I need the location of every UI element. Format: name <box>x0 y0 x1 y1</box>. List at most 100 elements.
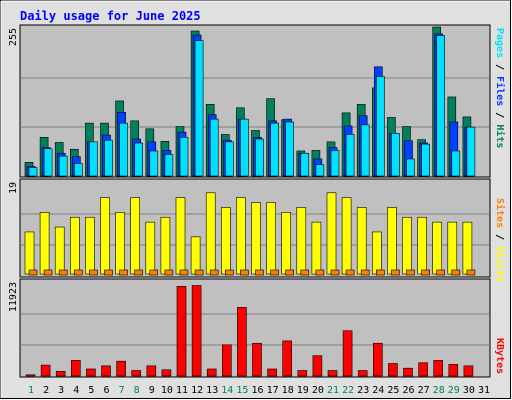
pages-bar <box>134 142 143 177</box>
visits-bar <box>70 216 80 275</box>
kbytes-bar <box>131 370 141 377</box>
x-tick-label: 24 <box>372 385 384 396</box>
sites-bar <box>119 269 128 276</box>
pages-bar <box>149 150 159 177</box>
x-tick-label: 7 <box>119 385 125 396</box>
pages-bar <box>164 154 174 177</box>
sites-bar <box>43 269 53 276</box>
visits-bar <box>236 197 246 275</box>
pages-bar <box>330 150 340 177</box>
kbytes-bar <box>418 362 428 377</box>
kbytes-bar <box>25 374 36 377</box>
kbytes-bar <box>448 363 459 377</box>
x-tick-label: 16 <box>251 385 263 396</box>
sites-bar <box>28 269 38 276</box>
kbytes-bar <box>191 285 202 377</box>
sites-bar <box>74 269 83 276</box>
kbytes-bar <box>282 340 293 377</box>
visits-bar <box>311 221 322 275</box>
visits-bar <box>130 197 140 275</box>
kbytes-bar <box>327 370 338 377</box>
sites-bar <box>345 269 355 276</box>
x-tick-label: 6 <box>103 385 109 396</box>
pages-bar <box>285 121 295 177</box>
sites-bar <box>104 269 113 276</box>
visits-bar <box>115 212 125 275</box>
legend-pages: Pages <box>494 28 505 58</box>
legend-hits: Hits <box>494 124 506 148</box>
pages-bar <box>466 126 476 177</box>
visits-bar <box>371 231 382 275</box>
kbytes-bar <box>206 368 217 377</box>
pages-bar <box>43 148 53 177</box>
pages-bar <box>225 141 234 177</box>
visits-bar <box>160 216 171 275</box>
kbytes-bar <box>101 365 111 377</box>
legend-text: Sites / Visits <box>494 198 506 282</box>
sites-bar <box>406 269 415 276</box>
x-tick-label: 12 <box>191 385 203 396</box>
visits-bar <box>356 207 367 275</box>
x-tick-label: 10 <box>161 385 173 396</box>
x-tick-label: 26 <box>402 385 414 396</box>
pages-bar <box>255 138 264 177</box>
x-tick-label: 13 <box>206 385 218 396</box>
kbytes-bar <box>312 355 323 377</box>
x-tick-label: 5 <box>88 385 94 396</box>
sites-bar <box>360 269 370 276</box>
sites-bar <box>209 269 219 276</box>
x-tick-label: 28 <box>433 385 445 396</box>
visits-bar <box>417 216 427 275</box>
sites-bar <box>179 269 189 276</box>
kbytes-bar <box>357 370 368 377</box>
visits-bar <box>341 197 352 275</box>
kbytes-bar <box>55 371 66 377</box>
visits-bar <box>85 216 95 275</box>
kbytes-bar <box>116 360 126 377</box>
visits-bar <box>387 207 397 275</box>
x-tick-label: 8 <box>134 385 140 396</box>
kbytes-bar <box>372 342 383 377</box>
kbytes-bar <box>252 342 262 377</box>
pages-bar <box>74 163 83 177</box>
pages-bar <box>345 134 355 177</box>
pages-bar <box>58 155 68 177</box>
x-tick-label: 3 <box>58 385 64 396</box>
x-tick-label: 18 <box>282 385 294 396</box>
visits-bar <box>221 207 231 275</box>
legend-separator: / <box>494 58 505 76</box>
sites-bar <box>134 269 143 276</box>
pages-bar <box>240 118 249 177</box>
kbytes-bar <box>222 344 232 377</box>
kbytes-bar <box>403 367 413 377</box>
x-tick-label: 22 <box>342 385 354 396</box>
sites-bar <box>194 269 204 276</box>
legend-visits: Visits <box>494 246 506 282</box>
sites-bar <box>270 269 279 276</box>
legend-kbytes: KBytes <box>494 338 505 374</box>
x-tick-label: 1 <box>28 385 34 396</box>
pages-bar <box>375 76 385 177</box>
pages-bar <box>104 139 113 177</box>
kbytes-bar <box>71 360 81 377</box>
x-tick-label: 9 <box>149 385 155 396</box>
legend-text: Pages / Files / Hits <box>494 28 506 148</box>
visits-bar <box>24 231 35 275</box>
visits-bar <box>39 212 50 275</box>
visits-bar <box>190 236 201 275</box>
kbytes-bar <box>161 369 172 377</box>
visits-bar <box>326 192 337 275</box>
kbytes-bar <box>342 330 353 377</box>
x-tick-label: 30 <box>463 385 475 396</box>
visits-bar <box>462 221 473 275</box>
sites-bar <box>255 269 264 276</box>
sites-bar <box>89 269 98 276</box>
pages-bar <box>270 122 279 177</box>
x-tick-label: 29 <box>448 385 460 396</box>
x-tick-label: 4 <box>73 385 79 396</box>
kbytes-bar <box>146 365 157 377</box>
sites-bar <box>164 269 174 276</box>
visits-ymax-label: 19 <box>8 182 19 194</box>
sites-bar <box>225 269 234 276</box>
visits-bar <box>432 221 443 275</box>
